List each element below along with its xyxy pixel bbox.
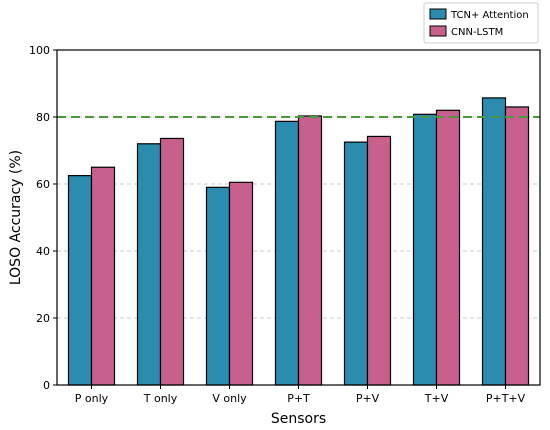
bar-tcn-attention: [205, 186, 231, 386]
y-tick-label: 40: [36, 245, 50, 258]
legend-box: [423, 2, 539, 44]
y-tick-label: 60: [36, 178, 50, 191]
bar-tcn-attention: [136, 143, 162, 386]
bar-cnn-lstm: [159, 137, 185, 386]
y-axis-title: LOSO Accuracy (%): [8, 150, 24, 285]
bar-tcn-attention: [274, 120, 300, 386]
legend-label-cnn-lstm: CNN-LSTM: [451, 27, 503, 38]
y-tick-label: 100: [29, 44, 50, 57]
legend-swatch-cnn-lstm: [429, 25, 447, 37]
y-tick-label: 0: [43, 379, 50, 392]
bar-cnn-lstm: [90, 166, 116, 386]
bar-tcn-attention: [343, 141, 369, 386]
bar-cnn-lstm: [504, 106, 530, 386]
x-tick-label: P+T+V: [486, 392, 526, 405]
bar-cnn-lstm: [366, 135, 392, 386]
bars: [67, 97, 530, 386]
legend-label-tcn-attention: TCN+ Attention: [450, 10, 529, 21]
y-tick-label: 80: [36, 111, 50, 124]
bar-cnn-lstm: [435, 109, 461, 386]
x-tick-label: P only: [75, 392, 109, 405]
bar-tcn-attention: [412, 113, 438, 386]
x-tick-label: P+V: [356, 392, 380, 405]
bar-cnn-lstm: [228, 181, 254, 386]
legend: TCN+ Attention CNN-LSTM: [423, 2, 539, 44]
x-tick-label: T only: [143, 392, 178, 405]
bar-tcn-attention: [481, 97, 507, 386]
bar-cnn-lstm: [297, 115, 323, 386]
bar-tcn-attention: [67, 175, 93, 386]
x-tick-label: V only: [212, 392, 247, 405]
x-axis-title: Sensors: [271, 411, 326, 427]
x-tick-label: P+T: [287, 392, 310, 405]
legend-swatch-tcn-attention: [429, 8, 447, 20]
x-tick-label: T+V: [424, 392, 449, 405]
y-tick-label: 20: [36, 312, 50, 325]
y-axis-ticks: 0 20 40 60 80 100: [29, 44, 57, 392]
x-axis-ticks: P only T only V only P+T P+V T+V P+T+V: [75, 385, 526, 405]
